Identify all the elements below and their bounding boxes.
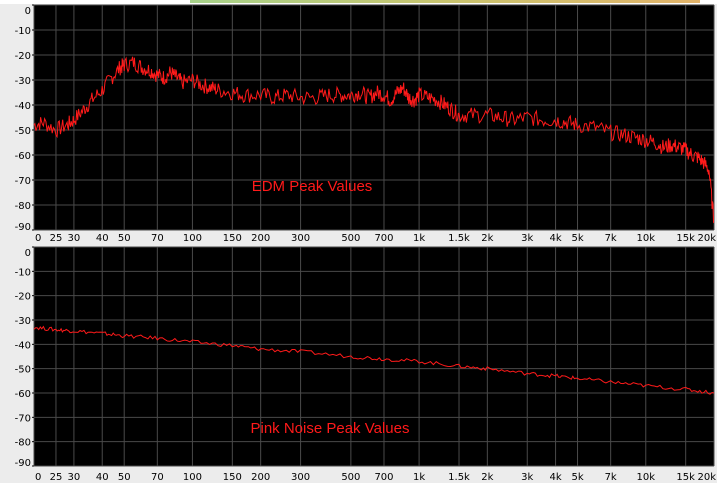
pink-noise-y-axis: 0 -10 -20 -30 -40 -50 -60 -70 -80 -90 [15, 246, 34, 469]
x-tick-label: 5k [571, 233, 583, 244]
x-tick-label: 200 [251, 233, 270, 244]
edm-panel: 0 -10 -20 -30 -40 -50 -60 -70 -80 -90 0 25 30 40 50 70… [15, 4, 716, 244]
y-tick-label: -90 [15, 222, 31, 233]
y-tick-label: -90 [15, 458, 31, 469]
x-tick-label: 7k [605, 233, 617, 244]
x-tick-label: 25 [50, 472, 63, 483]
x-tick-label: 300 [291, 472, 310, 483]
x-tick-label: 4k [549, 472, 561, 483]
x-tick-label: 1k [413, 472, 425, 483]
x-tick-label: 70 [151, 472, 164, 483]
edm-y-axis: 0 -10 -20 -30 -40 -50 -60 -70 -80 -90 [15, 4, 34, 233]
x-tick-label: 40 [96, 472, 109, 483]
x-tick-label: 10k [637, 233, 656, 244]
y-tick-label: -20 [15, 51, 31, 62]
x-tick-label: 500 [341, 233, 360, 244]
y-tick-label: -30 [15, 76, 31, 87]
pink-noise-panel: 0 -10 -20 -30 -40 -50 -60 -70 -80 -90 0 25 30 40 50 70… [15, 246, 716, 483]
y-tick-label: -10 [15, 267, 31, 278]
y-tick-label: -40 [15, 101, 31, 112]
x-tick-label: 100 [183, 472, 202, 483]
y-tick-label: 0 [25, 6, 31, 17]
pink-noise-grid [33, 246, 715, 467]
y-tick-label: -80 [15, 438, 31, 449]
pink-noise-chart-title: Pink Noise Peak Values [251, 420, 410, 437]
edm-x-axis: 0 25 30 40 50 70 100 150 200 300 500 700 1k 1.5k 2k 3k 4… [35, 233, 716, 244]
y-tick-label: -60 [15, 389, 31, 400]
y-tick-label: -30 [15, 316, 31, 327]
edm-chart-title: EDM Peak Values [252, 178, 373, 195]
x-tick-label: 0 [35, 233, 41, 244]
x-tick-label: 100 [183, 233, 202, 244]
x-tick-label: 0 [35, 472, 41, 483]
x-tick-label: 50 [118, 472, 131, 483]
pink-noise-x-axis: 0 25 30 40 50 70 100 150 200 300 500 700 1k 1.5k 2k 3k 4… [35, 472, 716, 483]
x-tick-label: 3k [521, 472, 533, 483]
edm-series-line [33, 56, 715, 223]
pink-noise-series-line [33, 325, 715, 395]
y-tick-label: -50 [15, 126, 31, 137]
x-tick-label: 700 [374, 233, 393, 244]
x-tick-label: 150 [223, 472, 242, 483]
x-tick-label: 10k [637, 472, 656, 483]
x-tick-label: 5k [571, 472, 583, 483]
x-tick-label: 20k [697, 472, 716, 483]
x-tick-label: 40 [96, 233, 109, 244]
y-tick-label: -80 [15, 201, 31, 212]
y-tick-label: -70 [15, 176, 31, 187]
top-color-strip [190, 0, 700, 3]
x-tick-label: 70 [151, 233, 164, 244]
x-tick-label: 1.5k [448, 233, 470, 244]
y-tick-label: -50 [15, 365, 31, 376]
x-tick-label: 500 [341, 472, 360, 483]
y-tick-label: -60 [15, 151, 31, 162]
x-tick-label: 2k [481, 233, 493, 244]
y-tick-label: -40 [15, 340, 31, 351]
x-tick-label: 300 [291, 233, 310, 244]
x-tick-label: 25 [50, 233, 63, 244]
x-tick-label: 30 [68, 472, 81, 483]
x-tick-label: 4k [549, 233, 561, 244]
x-tick-label: 30 [68, 233, 81, 244]
y-tick-label: -10 [15, 26, 31, 37]
edm-plot-area [34, 5, 714, 230]
x-tick-label: 15k [676, 472, 695, 483]
x-tick-label: 200 [251, 472, 270, 483]
window-top-strip [0, 0, 717, 4]
x-tick-label: 7k [605, 472, 617, 483]
y-tick-label: -70 [15, 413, 31, 424]
x-tick-label: 15k [676, 233, 695, 244]
edm-grid [33, 4, 715, 231]
x-tick-label: 50 [118, 233, 131, 244]
x-tick-label: 150 [223, 233, 242, 244]
y-tick-label: -20 [15, 292, 31, 303]
x-tick-label: 3k [521, 233, 533, 244]
pink-noise-plot-area [34, 247, 714, 466]
x-tick-label: 700 [374, 472, 393, 483]
x-tick-label: 1k [413, 233, 425, 244]
x-tick-label: 20k [697, 233, 716, 244]
y-tick-label: 0 [25, 248, 31, 259]
x-tick-label: 1.5k [448, 472, 470, 483]
x-tick-label: 2k [481, 472, 493, 483]
